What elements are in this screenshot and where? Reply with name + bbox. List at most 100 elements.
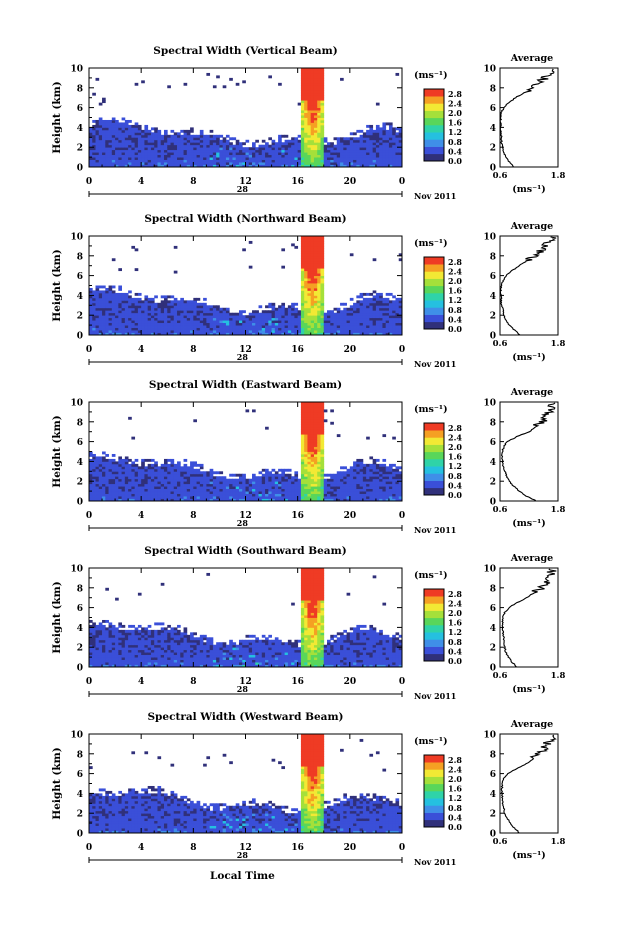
day-label: 28 [237,184,249,194]
y-tick-label: 10 [70,65,83,75]
avg-x-tick-label: 1.8 [551,671,566,681]
y-tick-label: 0 [77,164,83,174]
avg-x-tick-label: 0.6 [493,171,508,181]
avg-x-tick-label: 1.8 [551,837,566,847]
y-tick-label: 4 [77,458,83,468]
colorbar-swatch [424,798,444,806]
colorbar-swatch [424,473,444,481]
avg-y-tick-label: 2 [490,810,496,820]
avg-y-tick-label: 4 [490,458,496,468]
x-tick-label: 8 [190,677,196,687]
x-tick-label: 16 [291,677,304,687]
colorbar-tick-label: 2.4 [448,98,462,108]
y-tick-label: 8 [77,252,83,262]
colorbar-swatch [424,617,444,626]
colorbar-swatch [424,271,444,279]
colorbar-tick-label: 2.8 [448,89,462,99]
x-tick-label: 4 [138,177,144,187]
colorbar-tick-label: 1.6 [448,452,462,462]
x-tick-label: 8 [190,177,196,187]
avg-unit: (ms⁻¹) [512,184,546,195]
colorbar-swatch [424,89,444,97]
colorbar-tick-label: 0.4 [448,480,462,490]
x-tick-label: 12 [239,511,252,521]
x-axis-label: Local Time [210,870,275,882]
avg-y-tick-label: 10 [483,731,496,741]
colorbar-tick-label: 0.4 [448,314,462,324]
avg-y-tick-label: 4 [490,790,496,800]
heatmap-cells [89,402,403,502]
y-axis-label: Height (km) [51,581,63,653]
colorbar-tick-label: 1.2 [448,295,462,305]
colorbar-swatch [424,589,444,597]
y-tick-label: 2 [77,144,83,154]
panel-title: Spectral Width (Westward Beam) [147,711,343,723]
panel-2: Spectral Width (Eastward Beam) 0 2 4 6 8 10 Hei… [51,379,565,535]
avg-y-tick-label: 8 [490,418,496,428]
x-tick-label: 0 [399,177,405,187]
y-tick-label: 8 [77,584,83,594]
colorbar-swatch [424,451,444,460]
panel-0: Spectral Width (Vertical Beam) 0 2 4 6 8 10 Hei… [51,45,565,201]
colorbar-swatch [424,110,444,119]
colorbar-swatch [424,285,444,294]
avg-x-tick-label: 1.8 [551,171,566,181]
avg-profile-line [499,236,557,336]
avg-y-tick-label: 6 [490,770,496,780]
colorbar-tick-label: 0.8 [448,471,462,481]
colorbar-tick-label: 0.0 [448,490,462,500]
y-axis-label: Height (km) [51,81,63,153]
colorbar-swatch [424,139,444,147]
avg-title: Average [510,387,553,398]
colorbar-swatch [424,812,444,821]
colorbar-tick-label: 2.0 [448,276,462,286]
x-tick-label: 8 [190,511,196,521]
panel-4: Spectral Width (Westward Beam) 0 2 4 6 8 10 Hei… [51,711,565,867]
heatmap-cells [89,68,403,168]
colorbar-swatch [424,783,444,792]
avg-y-tick-label: 6 [490,272,496,282]
colorbar-swatch [424,437,444,445]
x-tick-label: 16 [291,511,304,521]
month-label: Nov 2011 [414,691,456,701]
panel-title: Spectral Width (Northward Beam) [144,213,346,225]
avg-x-tick-label: 1.8 [551,339,566,349]
y-axis-label: Height (km) [51,747,63,819]
panel-1: Spectral Width (Northward Beam) 0 2 4 6 8 10 He… [51,213,565,369]
x-tick-label: 4 [138,677,144,687]
y-tick-label: 2 [77,478,83,488]
avg-title: Average [510,719,553,730]
colorbar-swatch [424,307,444,315]
y-tick-label: 8 [77,418,83,428]
colorbar-swatch [424,125,444,133]
colorbar-swatch [424,103,444,111]
y-tick-label: 4 [77,624,83,634]
colorbar-swatch [424,755,444,763]
avg-x-tick-label: 0.6 [493,671,508,681]
x-tick-label: 20 [344,843,357,853]
avg-frame [499,235,559,336]
colorbar-swatch [424,466,444,474]
avg-title: Average [510,221,553,232]
x-tick-label: 8 [190,345,196,355]
colorbar-frame [423,88,445,162]
y-tick-label: 8 [77,750,83,760]
x-tick-label: 4 [138,511,144,521]
panel-title: Spectral Width (Vertical Beam) [153,45,337,57]
y-tick-label: 2 [77,312,83,322]
colorbar-swatch [424,639,444,647]
colorbar-swatch [424,596,444,604]
colorbar-frame [423,754,445,828]
colorbar-swatch [424,762,444,770]
month-label: Nov 2011 [414,359,456,369]
avg-y-tick-label: 10 [483,565,496,575]
colorbar-unit: (ms⁻¹) [414,570,448,581]
x-tick-label: 4 [138,345,144,355]
colorbar-tick-label: 2.8 [448,755,462,765]
day-label: 28 [237,352,249,362]
avg-y-tick-label: 4 [490,624,496,634]
colorbar-swatch [424,293,444,301]
colorbar-swatch [424,146,444,155]
colorbar-swatch [424,769,444,777]
avg-unit: (ms⁻¹) [512,518,546,529]
